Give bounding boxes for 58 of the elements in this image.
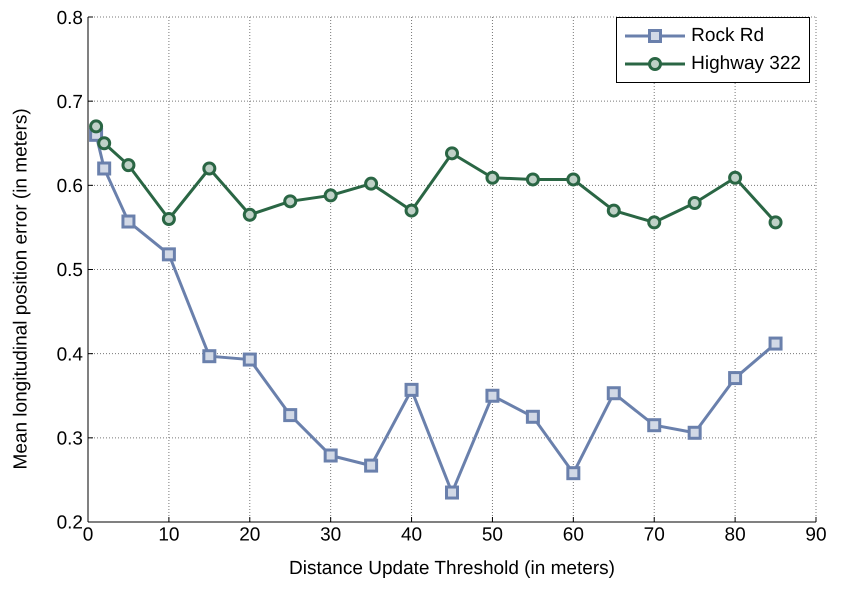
x-tick-label: 30 xyxy=(320,524,342,546)
point xyxy=(121,158,136,172)
x-tick-label: 50 xyxy=(482,524,504,546)
x-tick-label: 40 xyxy=(400,524,422,546)
point xyxy=(364,176,378,191)
point xyxy=(283,408,298,422)
point xyxy=(364,458,378,473)
point xyxy=(324,188,338,202)
point xyxy=(485,170,500,185)
point xyxy=(566,172,580,186)
legend-label: Highway 322 xyxy=(691,52,801,76)
point xyxy=(162,212,176,226)
point xyxy=(404,382,419,397)
point xyxy=(688,426,702,440)
y-tick-label: 0.5 xyxy=(56,260,83,282)
legend-label: Rock Rd xyxy=(691,24,764,48)
x-tick-label: 70 xyxy=(644,524,665,546)
x-tick-label: 90 xyxy=(805,524,827,546)
y-tick-label: 0.6 xyxy=(56,176,83,198)
point xyxy=(526,410,540,424)
point xyxy=(526,172,540,186)
x-tick-label: 10 xyxy=(158,524,180,546)
x-tick-label: 0 xyxy=(82,524,94,546)
point xyxy=(121,214,136,229)
point xyxy=(404,204,419,218)
point xyxy=(242,208,257,222)
point xyxy=(647,418,662,432)
point xyxy=(202,162,216,176)
y-tick-label: 0.2 xyxy=(56,512,83,534)
y-tick-label: 0.3 xyxy=(56,428,83,450)
point xyxy=(485,388,500,403)
point xyxy=(606,386,621,400)
point xyxy=(89,119,104,134)
y-tick-label: 0.4 xyxy=(56,344,84,366)
point xyxy=(283,194,298,208)
y-tick-label: 0.8 xyxy=(56,8,83,29)
x-tick-label: 60 xyxy=(562,524,584,546)
x-tick-label: 20 xyxy=(239,524,260,546)
point xyxy=(242,352,257,367)
point xyxy=(606,204,621,218)
point xyxy=(688,196,702,210)
point xyxy=(97,136,112,150)
x-axis-title: Distance Update Threshold (in meters) xyxy=(289,558,615,579)
y-axis-title: Mean longitudinal position error (in meters) xyxy=(10,108,32,470)
point xyxy=(768,215,783,230)
point xyxy=(445,146,459,160)
point xyxy=(768,336,783,351)
point xyxy=(647,215,662,230)
point xyxy=(728,371,742,386)
point xyxy=(728,170,742,185)
point xyxy=(162,247,176,262)
point xyxy=(97,162,112,176)
point xyxy=(445,486,459,500)
x-tick-label: 80 xyxy=(724,524,746,546)
point xyxy=(566,466,580,480)
point xyxy=(324,448,338,463)
y-tick-label: 0.7 xyxy=(56,92,83,113)
point xyxy=(202,349,216,364)
